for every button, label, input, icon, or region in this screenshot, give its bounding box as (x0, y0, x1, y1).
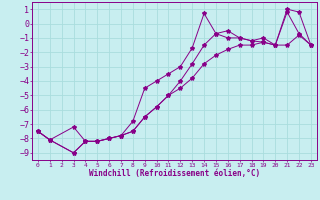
X-axis label: Windchill (Refroidissement éolien,°C): Windchill (Refroidissement éolien,°C) (89, 169, 260, 178)
